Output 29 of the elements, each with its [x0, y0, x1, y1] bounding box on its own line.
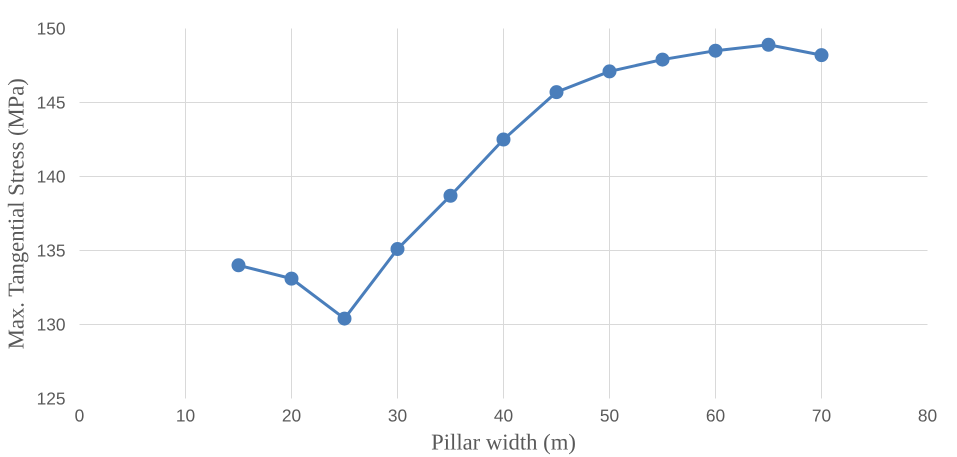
point	[602, 64, 616, 78]
point	[656, 52, 670, 67]
point	[338, 312, 352, 326]
x-tick-label: 70	[812, 406, 832, 426]
x-tick-label: 30	[388, 406, 408, 426]
y-tick-label: 125	[36, 388, 66, 408]
point	[390, 242, 404, 256]
point	[814, 48, 828, 62]
point	[550, 85, 564, 100]
y-axis-title: Max. Tangential Stress (MPa)	[4, 78, 29, 350]
point	[708, 44, 722, 58]
y-tick-label: 140	[36, 166, 66, 186]
x-tick-label: 40	[494, 406, 514, 426]
point	[284, 272, 298, 286]
x-tick-label: 80	[918, 406, 938, 426]
point	[496, 132, 510, 146]
y-tick-label: 150	[36, 18, 66, 38]
y-tick-label: 135	[36, 240, 66, 260]
x-tick-label: 50	[600, 406, 620, 426]
x-tick-label: 20	[282, 406, 302, 426]
y-tick-label: 145	[36, 92, 66, 112]
point	[232, 258, 246, 272]
x-tick-label: 60	[706, 406, 726, 426]
point	[762, 38, 776, 52]
x-tick-label: 10	[176, 406, 196, 426]
y-tick-label: 130	[36, 314, 66, 334]
point	[444, 188, 458, 203]
x-tick-label: 0	[74, 406, 84, 426]
x-axis-title: Pillar width (m)	[431, 430, 576, 454]
